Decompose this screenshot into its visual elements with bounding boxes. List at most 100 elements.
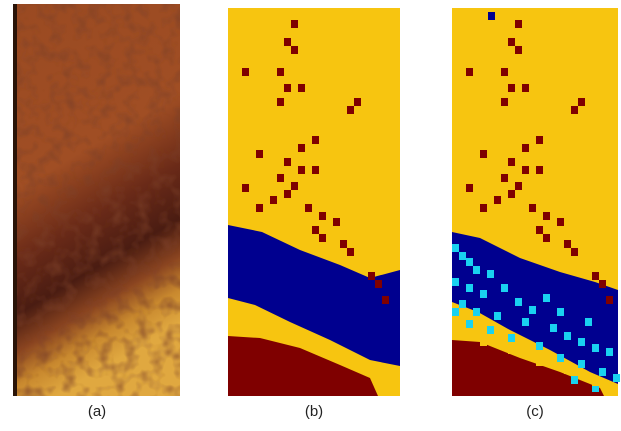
segment-pixel [613, 374, 620, 382]
segment-pixel [578, 360, 585, 368]
segment-pixel [487, 326, 494, 334]
photo-texture [14, 4, 180, 396]
segment-pixel [333, 218, 340, 226]
segment-pixel [480, 204, 487, 212]
segment-pixel [543, 294, 550, 302]
panel-label: (a) [88, 403, 106, 420]
segment-pixel [480, 290, 487, 298]
segment-pixel [508, 346, 515, 354]
segment-pixel [606, 348, 613, 356]
segment-pixel [242, 68, 249, 76]
panel-label: (c) [526, 403, 544, 420]
segment-pixel [592, 272, 599, 280]
segment-pixel [592, 378, 599, 386]
segment-pixel [529, 204, 536, 212]
segment-pixel [270, 196, 277, 204]
segment-pixel [599, 280, 606, 288]
segment-band [228, 225, 400, 366]
segment-pixel [305, 204, 312, 212]
panel-b [228, 8, 400, 396]
segment-pixel [508, 38, 515, 46]
segment-pixel [508, 334, 515, 342]
segment-pixel [473, 308, 480, 316]
segment-pixel [298, 144, 305, 152]
segment-pixel [382, 296, 389, 304]
segment-pixel [284, 158, 291, 166]
segment-pixel [459, 330, 466, 338]
segment-pixel [480, 150, 487, 158]
segment-pixel [564, 240, 571, 248]
segment-pixel [536, 226, 543, 234]
segment-pixel [452, 278, 459, 286]
segment-pixel [522, 318, 529, 326]
segment-pixel [501, 284, 508, 292]
segment-pixel [571, 248, 578, 256]
segment-pixel [284, 84, 291, 92]
segment-pixel [543, 234, 550, 242]
segment-pixel [508, 84, 515, 92]
panel-label: (b) [305, 403, 323, 420]
segment-pixel [291, 20, 298, 28]
segment-pixel [578, 338, 585, 346]
segment-pixel [277, 98, 284, 106]
segment-pixel [368, 272, 375, 280]
segment-pixel [536, 342, 543, 350]
segment-bottom [228, 336, 378, 396]
segment-pixel [557, 218, 564, 226]
segment-pixel [592, 344, 599, 352]
panel-a [13, 4, 180, 396]
segment-pixel [312, 226, 319, 234]
segment-pixel [354, 98, 361, 106]
segment-pixel [319, 234, 326, 242]
segment-pixel [340, 240, 347, 248]
segment-pixel [466, 320, 473, 328]
segment-pixel [494, 196, 501, 204]
segment-pixel [536, 166, 543, 174]
segment-pixel [515, 46, 522, 54]
segment-pixel [501, 98, 508, 106]
segment-pixel [291, 46, 298, 54]
segment-pixel [466, 258, 473, 266]
segment-pixel [347, 106, 354, 114]
segment-pixel [466, 68, 473, 76]
segment-pixel [488, 12, 495, 20]
segment-pixel [557, 354, 564, 362]
segment-pixel [522, 84, 529, 92]
segment-pixel [347, 248, 354, 256]
segment-pixel [459, 300, 466, 308]
segment-pixel [550, 324, 557, 332]
segment-pixel [508, 190, 515, 198]
segment-pixel [522, 166, 529, 174]
segment-pixel [529, 306, 536, 314]
segment-pixel [277, 174, 284, 182]
segment-pixel [256, 150, 263, 158]
segment-pixel [501, 174, 508, 182]
segment-pixel [291, 182, 298, 190]
segment-pixel [501, 68, 508, 76]
photo-edge [13, 4, 17, 396]
segment-pixel [571, 106, 578, 114]
segment-pixel [515, 20, 522, 28]
segment-pixel [480, 338, 487, 346]
segment-pixel [585, 318, 592, 326]
segment-pixel [578, 98, 585, 106]
segment-pixel [599, 368, 606, 376]
segment-pixel [375, 280, 382, 288]
segment-pixel [515, 298, 522, 306]
panel-c [452, 8, 620, 396]
segment-pixel [466, 284, 473, 292]
segment-pixel [564, 366, 571, 374]
segment-pixel [452, 308, 459, 316]
segment-bottom [452, 340, 604, 396]
segment-pixel [452, 244, 459, 252]
segment-pixel [522, 144, 529, 152]
segment-pixel [494, 312, 501, 320]
segment-pixel [298, 84, 305, 92]
segment-pixel [298, 166, 305, 174]
segment-pixel [459, 252, 466, 260]
segment-pixel [256, 204, 263, 212]
segment-pixel [312, 136, 319, 144]
segment-pixel [515, 182, 522, 190]
